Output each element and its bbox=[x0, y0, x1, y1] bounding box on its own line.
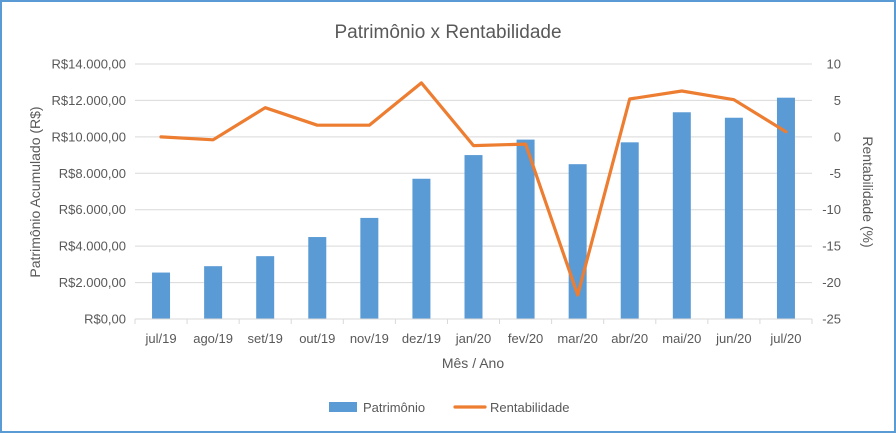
x-tick-label: jun/20 bbox=[715, 331, 751, 346]
y-left-tick-label: R$2.000,00 bbox=[59, 275, 126, 290]
y-right-tick-label: -10 bbox=[822, 202, 841, 217]
bar bbox=[412, 178, 431, 319]
y-right-tick-label: 5 bbox=[834, 93, 841, 108]
bar-series-patrimonio bbox=[152, 97, 795, 320]
y-axis-right-title: Rentabilidade (%) bbox=[860, 136, 876, 247]
bar bbox=[516, 139, 535, 319]
y-left-tick-label: R$0,00 bbox=[84, 312, 126, 327]
legend-swatch-patrimonio bbox=[329, 402, 357, 412]
bar bbox=[204, 266, 223, 319]
x-tick-label: jul/20 bbox=[769, 331, 801, 346]
y-axis-left-title: Patrimônio Acumulado (R$) bbox=[27, 106, 43, 277]
y-left-tick-label: R$8.000,00 bbox=[59, 166, 126, 181]
y-left-tick-label: R$10.000,00 bbox=[52, 129, 126, 144]
x-tick-label: jul/19 bbox=[144, 331, 176, 346]
x-tick-label: nov/19 bbox=[350, 331, 389, 346]
x-tick-label: ago/19 bbox=[193, 331, 233, 346]
x-axis-title: Mês / Ano bbox=[442, 355, 504, 371]
legend-label-rentabilidade: Rentabilidade bbox=[490, 400, 570, 415]
x-tick-label: set/19 bbox=[247, 331, 282, 346]
chart-title: Patrimônio x Rentabilidade bbox=[334, 22, 561, 43]
y-right-tick-label: -5 bbox=[829, 166, 841, 181]
rentabilidade-line bbox=[159, 81, 788, 297]
x-tick-label: mai/20 bbox=[662, 331, 701, 346]
bar bbox=[724, 117, 743, 319]
x-tick-label: jan/20 bbox=[455, 331, 491, 346]
x-tick-label: dez/19 bbox=[402, 331, 441, 346]
y-axis-right: -25 -20 -15 -10 -5 0 5 10 bbox=[822, 57, 841, 327]
bar bbox=[152, 272, 171, 319]
y-axis-left: R$0,00 R$2.000,00 R$4.000,00 R$6.000,00 R$8.… bbox=[52, 57, 126, 327]
x-axis: jul/19 ago/19 set/19 out/19 nov/19 dez/19 jan/… bbox=[134, 318, 813, 346]
y-right-tick-label: -15 bbox=[822, 239, 841, 254]
bar bbox=[308, 237, 327, 319]
y-right-tick-label: 10 bbox=[827, 57, 841, 72]
line-series-rentabilidade bbox=[159, 81, 788, 297]
bar bbox=[672, 112, 691, 320]
bar bbox=[620, 142, 639, 319]
bar bbox=[360, 217, 379, 319]
legend: Patrimônio Rentabilidade bbox=[329, 400, 570, 415]
bar bbox=[776, 97, 795, 319]
y-left-tick-label: R$4.000,00 bbox=[59, 239, 126, 254]
y-right-tick-label: -20 bbox=[822, 275, 841, 290]
y-left-tick-label: R$6.000,00 bbox=[59, 202, 126, 217]
y-left-tick-label: R$14.000,00 bbox=[52, 57, 126, 72]
x-tick-label: abr/20 bbox=[611, 331, 648, 346]
x-tick-label: mar/20 bbox=[557, 331, 597, 346]
bar bbox=[464, 155, 483, 319]
x-tick-label: fev/20 bbox=[508, 331, 543, 346]
bar bbox=[256, 256, 275, 319]
x-tick-label: out/19 bbox=[299, 331, 335, 346]
y-left-tick-label: R$12.000,00 bbox=[52, 93, 126, 108]
legend-label-patrimonio: Patrimônio bbox=[363, 400, 425, 415]
y-right-tick-label: -25 bbox=[822, 312, 841, 327]
y-right-tick-label: 0 bbox=[834, 129, 841, 144]
